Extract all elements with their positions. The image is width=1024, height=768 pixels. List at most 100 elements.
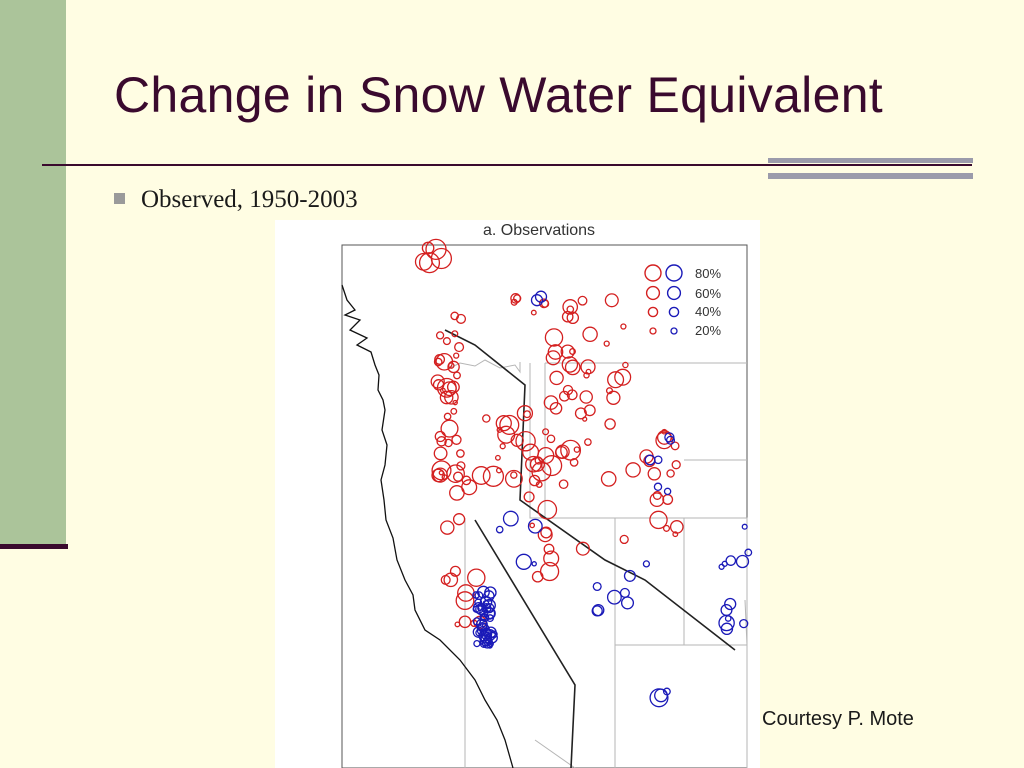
increase-station-marker [474,591,484,601]
increase-station-marker [744,548,753,557]
decrease-station-marker [661,428,668,435]
decrease-station-marker [510,433,524,447]
decrease-station-marker [432,467,448,483]
decrease-station-marker [452,513,466,526]
decrease-station-marker [622,361,629,369]
increase-station-marker [654,688,668,703]
bullet-text: Observed, 1950-2003 [141,186,358,213]
increase-station-marker [725,555,737,566]
increase-station-marker [534,290,548,303]
decrease-station-marker [656,429,672,445]
decrease-station-marker [662,494,674,505]
decrease-station-marker [579,390,593,404]
decrease-station-marker [544,328,564,347]
decrease-station-marker [435,331,445,340]
increase-station-marker [741,523,748,530]
decrease-station-marker [510,471,518,479]
station-markers [414,238,753,708]
decrease-station-marker [453,371,461,380]
decrease-station-marker [662,524,671,532]
decrease-station-marker [525,455,542,473]
decrease-station-marker [443,412,452,421]
decrease-station-marker [577,295,588,306]
decrease-station-marker [431,460,452,481]
increase-station-marker [720,603,733,617]
decrease-station-marker [442,337,451,346]
decrease-station-marker [549,401,563,415]
decrease-station-marker [580,359,596,375]
decrease-station-marker [456,461,466,471]
decrease-station-marker [549,370,564,386]
decrease-station-marker [541,455,563,477]
decrease-station-marker [562,299,579,315]
decrease-station-marker [449,565,461,577]
decrease-station-marker [603,340,610,347]
decrease-station-marker [625,462,641,478]
decrease-station-marker [537,446,555,465]
decrease-station-marker [535,481,543,488]
decrease-station-marker [604,293,619,308]
decrease-station-marker [495,415,512,432]
decrease-station-marker [620,323,627,330]
increase-station-marker [724,597,737,611]
decrease-station-marker [452,399,458,406]
increase-station-marker [644,454,656,466]
decrease-station-marker [543,550,560,567]
decrease-station-marker [584,438,592,446]
decrease-station-marker [555,444,570,459]
decrease-station-marker [558,390,570,402]
decrease-station-marker [531,570,544,583]
decrease-station-marker [418,252,441,274]
mountain-range-line [444,329,736,651]
legend-label-20: 20% [695,323,721,338]
pacific-coastline [341,284,514,768]
decrease-station-marker [672,531,679,538]
decrease-station-marker [434,354,446,365]
increase-station-marker [721,560,728,567]
decrease-station-marker [495,467,503,474]
increase-station-marker [476,623,490,637]
decrease-station-marker [456,449,465,458]
decrease-station-marker [434,430,446,443]
decrease-station-marker [450,407,458,415]
decrease-station-marker [547,344,564,360]
decrease-station-marker [649,510,668,530]
image-credit: Courtesy P. Mote [762,708,914,730]
title-rule-accent [768,158,973,179]
legend-label-40: 40% [695,304,721,319]
increase-station-marker [483,607,496,620]
decrease-station-marker [499,414,520,435]
decrease-station-marker [647,467,662,481]
decrease-station-marker [482,465,505,487]
decrease-station-marker [523,410,532,419]
increase-station-marker [619,587,630,598]
decrease-station-marker [562,384,574,396]
legend-label-80: 80% [695,266,721,281]
decrease-station-marker [451,330,459,338]
increase-station-marker [665,435,676,445]
increase-station-marker [663,487,672,496]
increase-station-marker [653,482,663,492]
slide-title: Change in Snow Water Equivalent [114,67,883,123]
increase-station-marker [472,605,480,613]
increase-station-marker [735,554,750,569]
mountain-range-line-south [474,519,576,768]
decrease-station-marker [671,460,681,470]
decrease-station-marker [583,404,596,417]
decrease-station-marker [455,591,475,611]
increase-station-marker [473,639,481,648]
increase-station-marker [515,553,532,570]
decrease-station-marker [461,475,472,486]
increase-station-marker [662,687,671,696]
decrease-station-marker [529,522,536,529]
square-bullet-icon [114,192,125,204]
decrease-station-marker [414,252,433,271]
snow-water-map-figure: a. Observations 80% [275,220,760,768]
decrease-station-marker [543,395,559,410]
decrease-station-marker [499,443,506,450]
increase-station-marker [530,294,544,307]
legend-label-60: 60% [695,286,721,301]
decrease-station-marker [569,458,579,467]
decrease-station-marker [425,238,447,261]
decrease-station-marker [471,466,491,485]
